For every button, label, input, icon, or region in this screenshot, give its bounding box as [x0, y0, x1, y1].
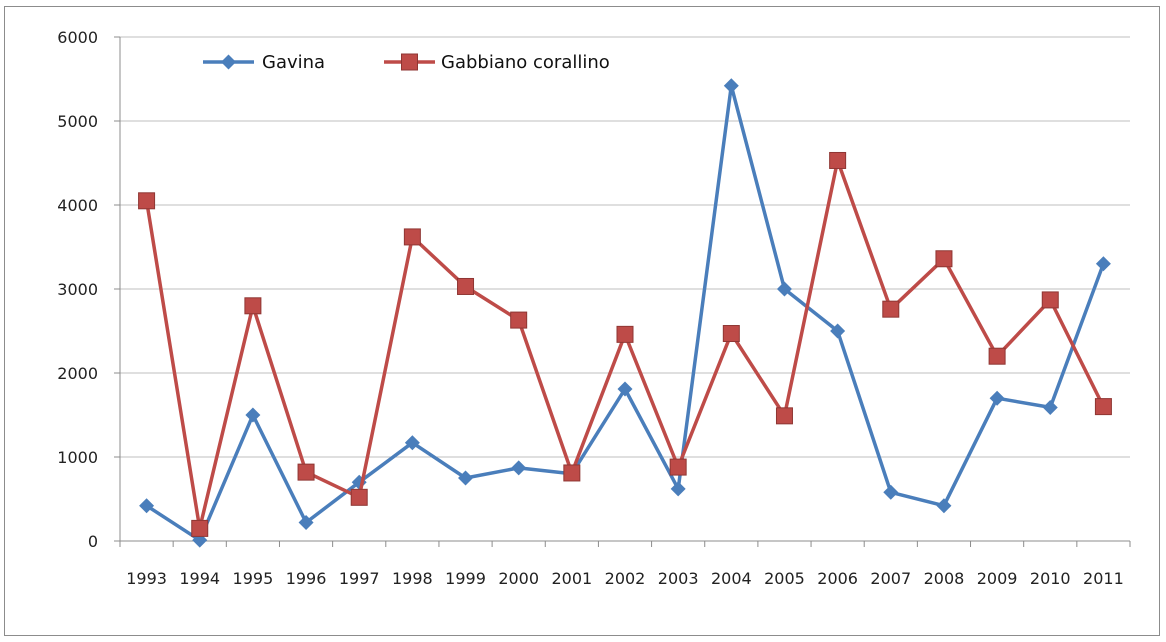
data-point — [245, 407, 261, 423]
data-point — [988, 347, 1006, 365]
x-tick-label: 2000 — [498, 569, 539, 588]
data-point — [244, 297, 262, 315]
legend-label: Gabbiano corallino — [441, 52, 610, 73]
y-tick-label: 6000 — [57, 28, 98, 47]
x-tick-label: 2010 — [1030, 569, 1071, 588]
y-tick-label: 2000 — [57, 364, 98, 383]
y-tick-label: 1000 — [57, 448, 98, 467]
x-tick-label: 2007 — [870, 569, 911, 588]
legend-marker — [221, 54, 236, 70]
data-point — [830, 323, 846, 339]
x-tick-label: 2002 — [605, 569, 646, 588]
x-tick-label: 2011 — [1083, 569, 1124, 588]
data-point — [1041, 291, 1059, 309]
x-tick-label: 2009 — [977, 569, 1018, 588]
y-tick-labels: 0 1000 2000 3000 4000 5000 6000 — [57, 28, 98, 551]
data-point — [563, 464, 581, 482]
data-point — [1095, 256, 1111, 272]
data-point — [297, 463, 315, 481]
x-tick-label: 1998 — [392, 569, 433, 588]
data-point — [510, 311, 528, 329]
x-tick-label: 1996 — [286, 569, 327, 588]
data-point — [989, 390, 1005, 406]
y-tick-label: 0 — [88, 532, 98, 551]
x-tick-label: 1999 — [445, 569, 486, 588]
x-tick-label: 2001 — [551, 569, 592, 588]
legend-item: Gabbiano corallino — [384, 52, 610, 73]
data-point — [882, 300, 900, 318]
data-point — [457, 277, 475, 295]
series-line — [145, 83, 1106, 542]
data-point — [404, 435, 420, 451]
data-point — [139, 498, 155, 514]
data-point — [936, 498, 952, 514]
data-point — [458, 470, 474, 486]
data-point — [617, 381, 633, 397]
data-point — [829, 151, 847, 169]
gridlines — [120, 36, 1130, 458]
x-tick-labels: 1993 1994 1995 1996 1997 1998 1999 2000 2001 2002… — [126, 569, 1124, 588]
series-group — [138, 78, 1112, 548]
data-point — [670, 481, 686, 497]
data-point — [883, 484, 899, 500]
data-point — [138, 192, 156, 210]
axes — [114, 36, 1131, 547]
series-1 — [138, 151, 1112, 537]
data-point — [1042, 399, 1058, 415]
data-point — [298, 515, 314, 531]
x-tick-label: 1997 — [339, 569, 380, 588]
x-tick-label: 1994 — [179, 569, 220, 588]
data-point — [511, 460, 527, 476]
x-tick-label: 1995 — [233, 569, 274, 588]
series-0 — [139, 78, 1111, 548]
data-point — [669, 458, 687, 476]
data-point — [722, 325, 740, 343]
data-point — [1094, 398, 1112, 416]
data-point — [776, 281, 792, 297]
y-tick-label: 4000 — [57, 196, 98, 215]
data-point — [723, 78, 739, 94]
legend: Gavina Gabbiano corallino — [203, 52, 610, 73]
legend-label: Gavina — [262, 52, 325, 73]
y-tick-label: 3000 — [57, 280, 98, 299]
x-tick-label: 2006 — [817, 569, 858, 588]
y-tick-label: 5000 — [57, 112, 98, 131]
legend-marker — [401, 53, 418, 71]
x-tick-label: 2004 — [711, 569, 752, 588]
x-tick-label: 2008 — [924, 569, 965, 588]
data-point — [775, 407, 793, 425]
data-point — [616, 325, 634, 343]
x-tick-label: 2003 — [658, 569, 699, 588]
data-point — [350, 488, 368, 506]
x-tick-label: 1993 — [126, 569, 167, 588]
data-point — [191, 519, 209, 537]
data-point — [935, 250, 953, 268]
data-point — [403, 228, 421, 246]
x-tick-label: 2005 — [764, 569, 805, 588]
legend-item: Gavina — [203, 52, 325, 73]
